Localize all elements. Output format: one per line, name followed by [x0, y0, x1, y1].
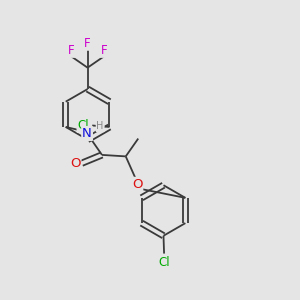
Text: F: F [68, 44, 74, 57]
Text: F: F [84, 37, 91, 50]
Text: O: O [132, 178, 142, 191]
Text: F: F [100, 44, 107, 57]
Text: Cl: Cl [158, 256, 170, 269]
Text: H: H [97, 122, 104, 131]
Text: N: N [82, 127, 92, 140]
Text: O: O [70, 157, 80, 170]
Text: Cl: Cl [77, 119, 89, 132]
